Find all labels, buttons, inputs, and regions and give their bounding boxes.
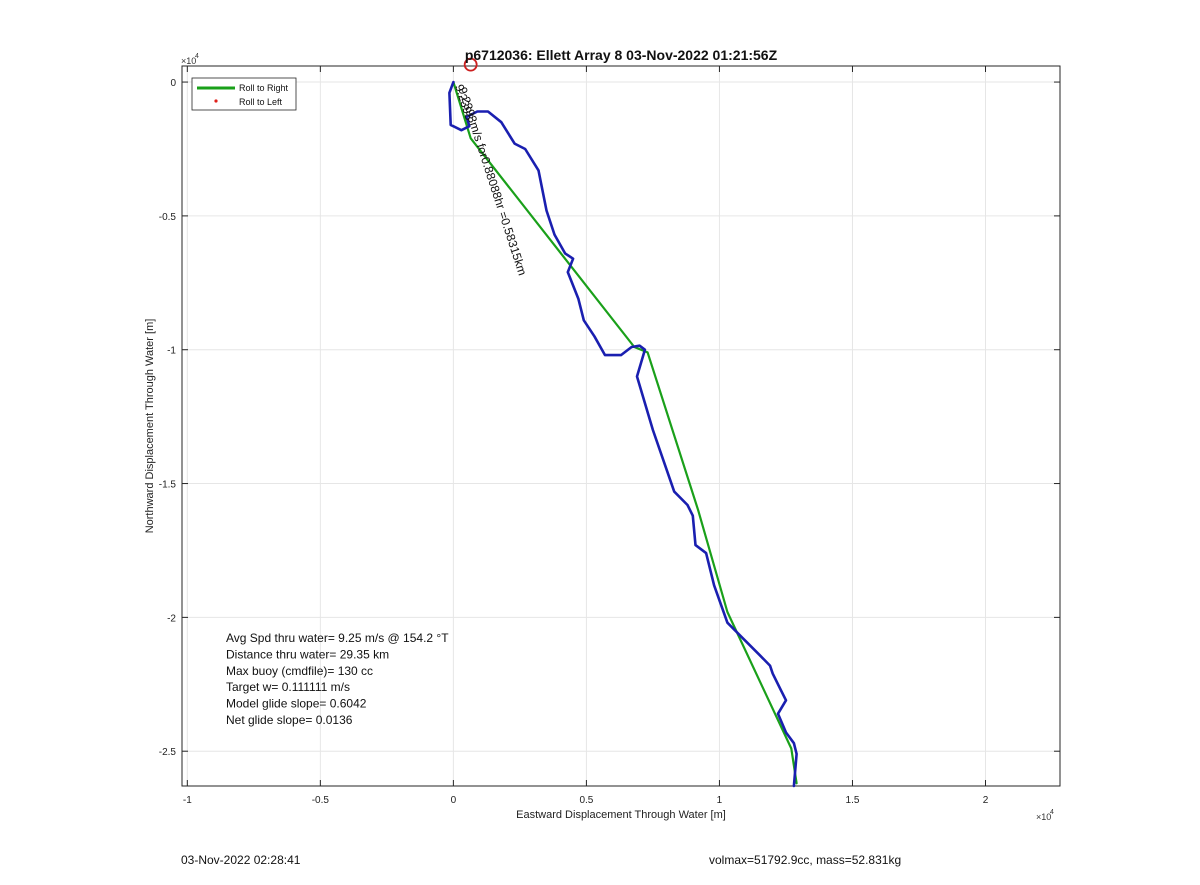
legend-box [191, 77, 297, 111]
x-axis-label: Eastward Displacement Through Water [m] [516, 809, 726, 821]
series-layer [448, 57, 798, 788]
stats-annotation-line: Model glide slope= 0.6042 [226, 697, 367, 711]
stats-annotations: Avg Spd thru water= 9.25 m/s @ 154.2 °T D… [226, 631, 449, 727]
x-tick-label: 0.5 [579, 795, 593, 806]
x-tick-label: -1 [183, 795, 192, 806]
y-tick-label: -2 [167, 613, 176, 624]
x-tick-label: 2 [983, 795, 989, 806]
x-tick-label: -0.5 [312, 795, 330, 806]
legend: Roll to Right Roll to Left [191, 77, 297, 111]
stats-annotation-line: Net glide slope= 0.0136 [226, 713, 353, 727]
legend-label-roll-right: Roll to Right [239, 83, 289, 93]
y-exponent-label: ×10 4 [181, 53, 199, 66]
x-tick-label: 1 [717, 795, 723, 806]
y-axis-label: Northward Displacement Through Water [m] [144, 319, 156, 534]
plot-area-frame [181, 65, 1061, 787]
chart-title: p6712036: Ellett Array 8 03-Nov-2022 01:… [465, 47, 778, 63]
x-tick-label: 0 [451, 795, 457, 806]
stats-annotation-line: Target w= 0.111111 m/s [226, 680, 350, 694]
x-exponent-base: ×10 [1036, 812, 1051, 822]
legend-swatch-roll-left [214, 99, 218, 103]
footer-summary: volmax=51792.9cc, mass=52.831kg [709, 853, 902, 867]
axis-ticks: -1 -0.5 0 0.5 1 1.5 2 0 -0.5 -1 -1.5 -2 -2.5 [159, 66, 1060, 806]
stats-annotation-line: Distance thru water= 29.35 km [226, 647, 389, 661]
y-tick-label: -1 [167, 346, 176, 357]
stats-annotation-line: Avg Spd thru water= 9.25 m/s @ 154.2 °T [226, 631, 449, 645]
x-exponent-label: ×10 4 [1036, 809, 1054, 822]
footer-timestamp: 03-Nov-2022 02:28:41 [181, 853, 301, 867]
x-tick-label: 1.5 [846, 795, 860, 806]
stats-annotation-line: Max buoy (cmdfile)= 130 cc [226, 664, 373, 678]
current-position-marker [463, 57, 478, 72]
y-tick-label: 0 [170, 78, 176, 89]
series-roll-right-line [452, 80, 798, 785]
series-track-line [448, 80, 798, 788]
y-tick-label: -1.5 [159, 480, 177, 491]
y-exponent-base: ×10 [181, 56, 196, 66]
legend-label-roll-left: Roll to Left [239, 97, 283, 107]
y-tick-label: -2.5 [159, 747, 177, 758]
y-tick-label: -0.5 [159, 212, 177, 223]
x-exponent-power: 4 [1050, 809, 1054, 816]
y-exponent-power: 4 [195, 53, 199, 60]
grid-lines [182, 66, 1060, 786]
